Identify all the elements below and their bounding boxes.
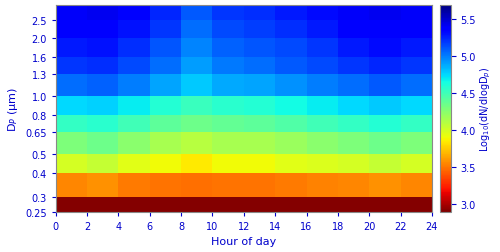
Y-axis label: Log$_{10}$(dN/dlogD$_p$): Log$_{10}$(dN/dlogD$_p$) [478, 66, 493, 151]
Y-axis label: D$_P$ (μm): D$_P$ (μm) [6, 86, 20, 131]
X-axis label: Hour of day: Hour of day [211, 237, 276, 246]
